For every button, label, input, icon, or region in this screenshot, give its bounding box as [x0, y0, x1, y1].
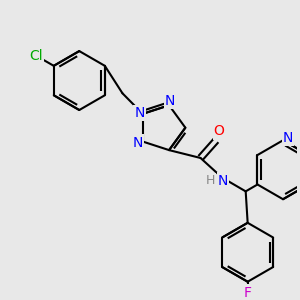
- Text: N: N: [283, 131, 293, 145]
- Text: F: F: [244, 286, 252, 299]
- Text: N: N: [133, 136, 143, 149]
- Text: N: N: [218, 174, 228, 188]
- Text: H: H: [206, 174, 215, 187]
- Text: N: N: [165, 94, 175, 108]
- Text: N: N: [135, 106, 145, 120]
- Text: O: O: [214, 124, 225, 138]
- Text: Cl: Cl: [29, 49, 43, 63]
